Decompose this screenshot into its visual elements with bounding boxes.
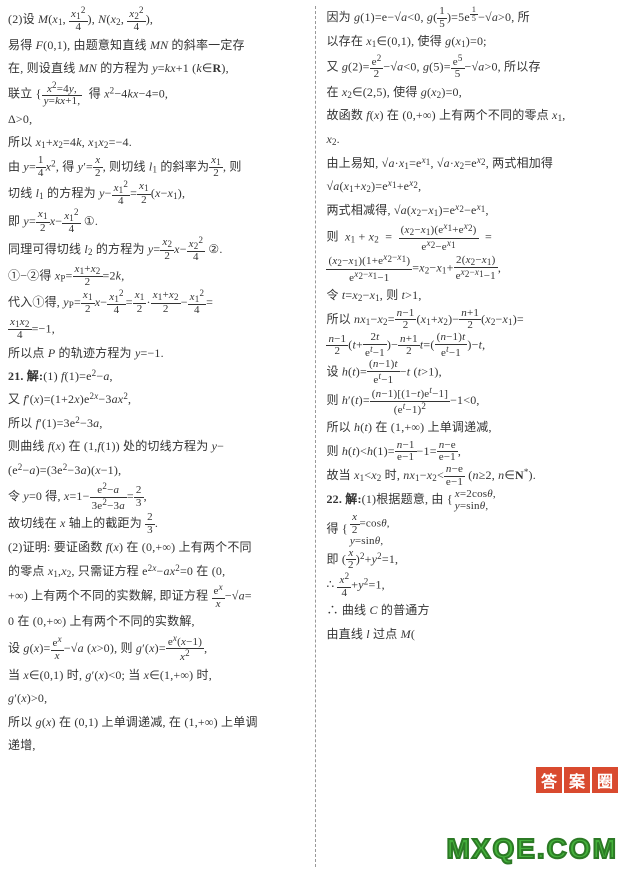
text-line: 所以 f′(1)=3e2−3a, [8,412,309,435]
text-line: 设 g(x)=exx−√a (x>0), 则 g′(x)=ex(x−1)x2, [8,634,309,664]
text-line: (e2−a)=(3e2−3a)(x−1), [8,459,309,482]
text-line: 设 h(t)=(n−1)tet−1−t (t>1), [326,359,622,386]
text-line: 递增, [8,734,309,757]
text-line: ①−②得 xP=x1+x22=2k, [8,264,309,289]
watermark-url: MXQE.COM [446,833,618,865]
text-line: (x2−x1)(1+ex2−x1)ex2−x1−1=x2−x1+2(x2−x1)… [326,253,622,284]
watermark-char: 案 [564,767,590,793]
text-line: 联立 {x2=4y,y=kx+1, 得 x2−4kx−4=0, [8,81,309,108]
text-line: 则 h(t)<h(1)=n−1e−1−1=n−ee−1, [326,440,622,464]
text-line: x1x24=−1, [8,317,309,342]
text-line: 在, 则设直线 MN 的方程为 y=kx+1 (k∈R), [8,57,309,80]
text-line: 又 f′(x)=(1+2x)e2x−3ax2, [8,388,309,411]
text-line: 所以 g(x) 在 (0,1) 上单调递减, 在 (1,+∞) 上单调 [8,711,309,734]
text-line: 令 t=x2−x1, 则 t>1, [326,284,622,308]
text-line: 22. 解:(1)根据题意, 由 {x=2cosθ,y=sinθ, [326,488,622,512]
left-column: (2)设 M(x1, x124), N(x2, x224), 易得 F(0,1)… [0,0,313,873]
text-line: 所以 h(t) 在 (1,+∞) 上单调递减, [326,416,622,439]
text-line: 即 (x2)2+y2=1, [326,548,622,572]
text-line: 同理可得切线 l2 的方程为 y=x22x−x224 ②. [8,236,309,264]
column-divider [315,6,316,867]
text-line: 易得 F(0,1), 由题意知直线 MN 的斜率一定存 [8,34,309,57]
watermark-char: 答 [536,767,562,793]
text-line: 当 x∈(0,1) 时, g′(x)<0; 当 x∈(1,+∞) 时, [8,664,309,687]
text-line: 则 h′(t)=(n−1)[(1−t)et−1](et−1)2−1<0, [326,386,622,416]
text-line: n−12(t+2tet−1)−n+12t=((n−1)tet−1)−t, [326,332,622,359]
text-line: 故切线在 x 轴上的截距为 23. [8,512,309,536]
text-line: 故当 x1<x2 时, nx1−x2<n−ee−1 (n≥2, n∈N*). [326,464,622,488]
text-line: 切线 l1 的方程为 y−x124=x12(x−x1), [8,180,309,208]
right-column: 因为 g(1)=e−√a<0, g(15)=5e15−√a>0, 所 以存在 x… [318,0,626,873]
text-line: 所以 nx1−x2=n−12(x1+x2)−n+12(x2−x1)= [326,308,622,332]
text-line: 由 y=14x2, 得 y′=x2, 则切线 l1 的斜率为x12, 则 [8,155,309,180]
text-line: (2)证明: 要证函数 f(x) 在 (0,+∞) 上有两个不同 [8,536,309,559]
text-line: Δ>0, [8,108,309,131]
text-line: +∞) 上有两个不同的实数解, 即证方程 exx−√a= [8,583,309,610]
text-line: 得 {x2=cosθ,y=sinθ, [326,512,622,548]
text-line: 由直线 l 过点 M( [326,623,622,646]
text-line: 21. 解:(1) f(1)=e2−a, [8,365,309,388]
page: (2)设 M(x1, x124), N(x2, x224), 易得 F(0,1)… [0,0,626,873]
text-line: ∴ x24+y2=1, [326,572,622,599]
text-line: 的零点 x1,x2, 只需证方程 e2x−ax2=0 在 (0, [8,560,309,584]
text-line: 所以点 P 的轨迹方程为 y=−1. [8,342,309,365]
text-line: 则曲线 f(x) 在 (1,f(1)) 处的切线方程为 y− [8,435,309,458]
text-line: 令 y=0 得, x=1−e2−a3e2−3a=23, [8,482,309,512]
text-line: 故函数 f(x) 在 (0,+∞) 上有两个不同的零点 x1, [326,104,622,128]
text-line: g′(x)>0, [8,687,309,710]
text-line: ∴ 曲线 C 的普通方 [326,599,622,622]
text-line: 以存在 x1∈(0,1), 使得 g(x1)=0; [326,30,622,54]
two-column-layout: (2)设 M(x1, x124), N(x2, x224), 易得 F(0,1)… [0,0,626,873]
text-line: 两式相减得, √a(x2−x1)=ex2−ex1, [326,199,622,223]
text-line: (2)设 M(x1, x124), N(x2, x224), [8,6,309,34]
text-line: 0 在 (0,+∞) 上有两个不同的实数解, [8,610,309,633]
text-line: 所以 x1+x2=4k, x1x2=−4. [8,131,309,155]
text-line: 即 y=x12x−x124 ①. [8,208,309,236]
text-line: x2. [326,128,622,152]
text-line: 因为 g(1)=e−√a<0, g(15)=5e15−√a>0, 所 [326,6,622,30]
text-line: √a(x1+x2)=ex1+ex2, [326,175,622,199]
text-line: 又 g(2)=e22−√a<0, g(5)=e55−√a>0, 所以存 [326,54,622,81]
watermark-char: 圈 [592,767,618,793]
text-line: 代入①得, yP=x12x−x124=x12·x1+x22−x124= [8,289,309,317]
text-line: 则 x1 + x2 = (x2−x1)(ex1+ex2)ex2−ex1 = [326,222,622,253]
watermark-badge: 答 案 圈 [536,767,618,793]
text-line: 在 x2∈(2,5), 使得 g(x2)=0, [326,81,622,105]
text-line: 由上易知, √a·x1=ex1, √a·x2=ex2, 两式相加得 [326,152,622,176]
